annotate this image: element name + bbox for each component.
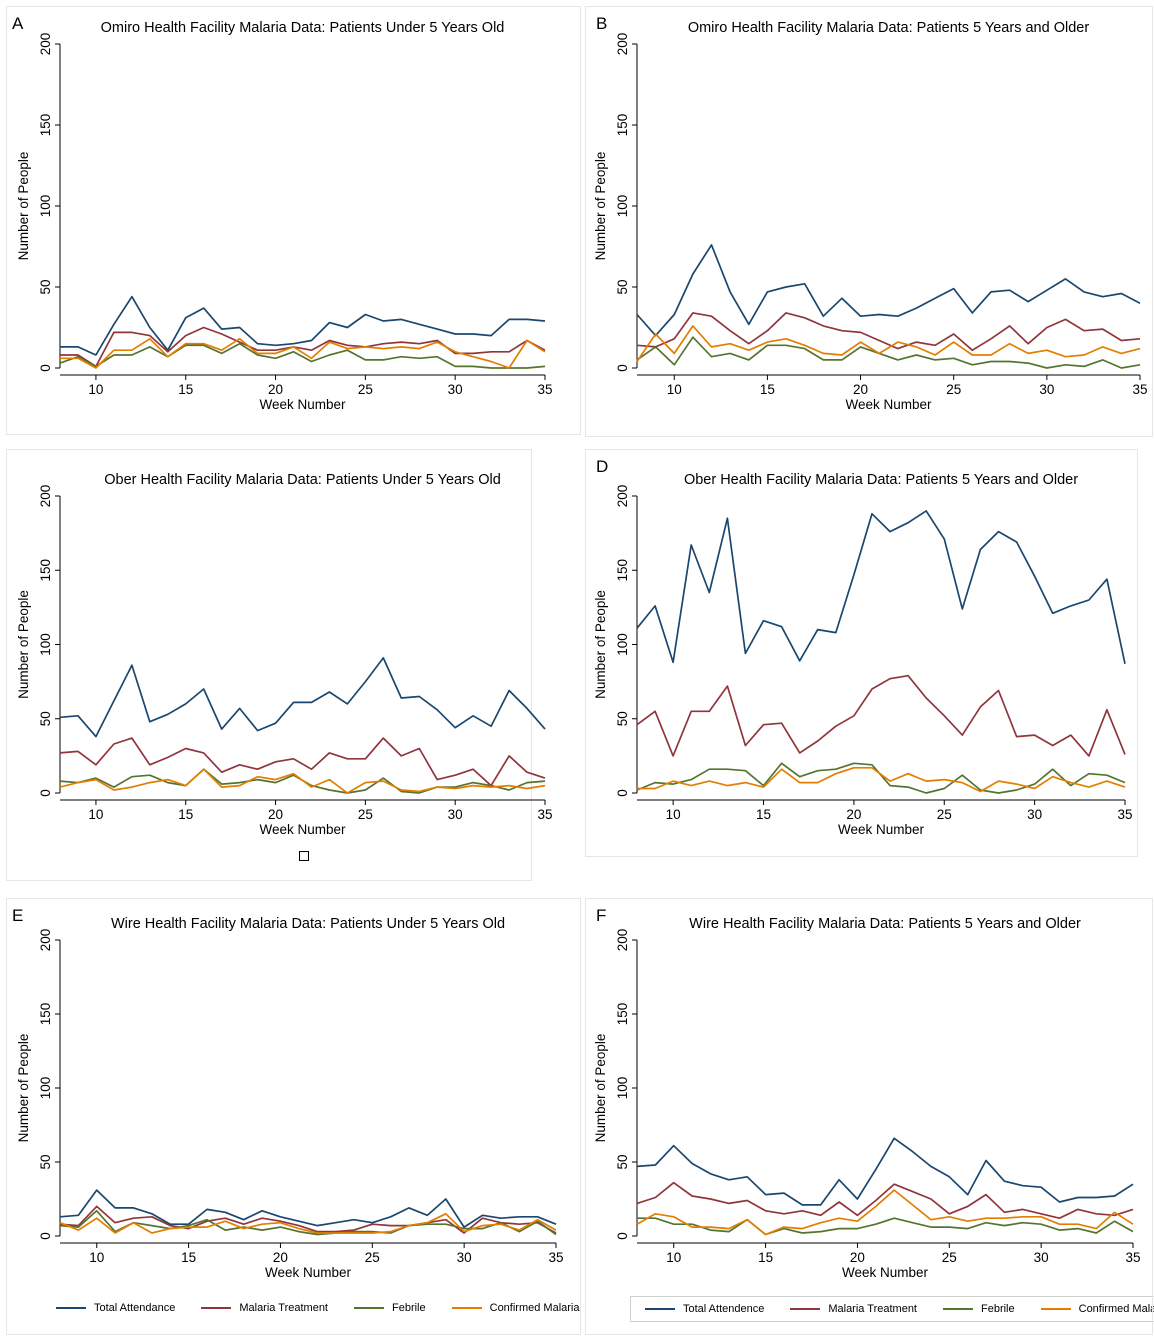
legend-bottom-right: Total Attendence Malaria Treatment Febrile… <box>630 1296 1154 1322</box>
legend-label: Febrile <box>392 1302 426 1314</box>
panel-frame <box>6 6 581 435</box>
panel-letter: D <box>596 457 609 476</box>
legend-label: Malaria Treatment <box>239 1302 328 1314</box>
legend-swatch <box>354 1307 384 1309</box>
legend-swatch <box>943 1308 973 1310</box>
panel-letter: B <box>596 14 608 33</box>
legend-swatch <box>201 1307 232 1309</box>
legend-swatch <box>56 1307 86 1309</box>
panel-frame <box>6 449 532 881</box>
legend-swatch <box>1040 1308 1071 1310</box>
panel-frame <box>585 449 1138 857</box>
panel-letter: A <box>12 14 24 33</box>
legend-item: Total Attendance <box>56 1302 175 1314</box>
x-tick-label: 35 <box>537 807 552 822</box>
legend-swatch <box>790 1308 821 1310</box>
legend-item: Febrile <box>354 1302 426 1314</box>
legend-label: Malaria Treatment <box>828 1303 917 1315</box>
legend-label: Confirmed Malaria <box>1078 1303 1154 1315</box>
panel-frame <box>6 898 581 1335</box>
legend-item: Malaria Treatment <box>790 1303 917 1315</box>
legend-label: Total Attendance <box>94 1302 176 1314</box>
legend-label: Febrile <box>981 1303 1015 1315</box>
legend-bottom-left: Total Attendance Malaria Treatment Febrile… <box>56 1302 606 1314</box>
panel-frame <box>585 6 1153 437</box>
panel-letter: F <box>596 906 607 925</box>
small-square-mark <box>299 851 309 861</box>
legend-item: Total Attendence <box>645 1303 764 1315</box>
legend-item: Febrile <box>943 1303 1015 1315</box>
legend-swatch <box>645 1308 675 1310</box>
panel-letter: E <box>12 906 24 925</box>
legend-label: Confirmed Malaria <box>489 1302 580 1314</box>
legend-label: Total Attendence <box>683 1303 765 1315</box>
panel-frame <box>585 898 1153 1335</box>
legend-item: Confirmed Malaria <box>1040 1303 1154 1315</box>
legend-item: Confirmed Malaria <box>451 1302 580 1314</box>
legend-item: Malaria Treatment <box>201 1302 328 1314</box>
legend-swatch <box>451 1307 482 1309</box>
